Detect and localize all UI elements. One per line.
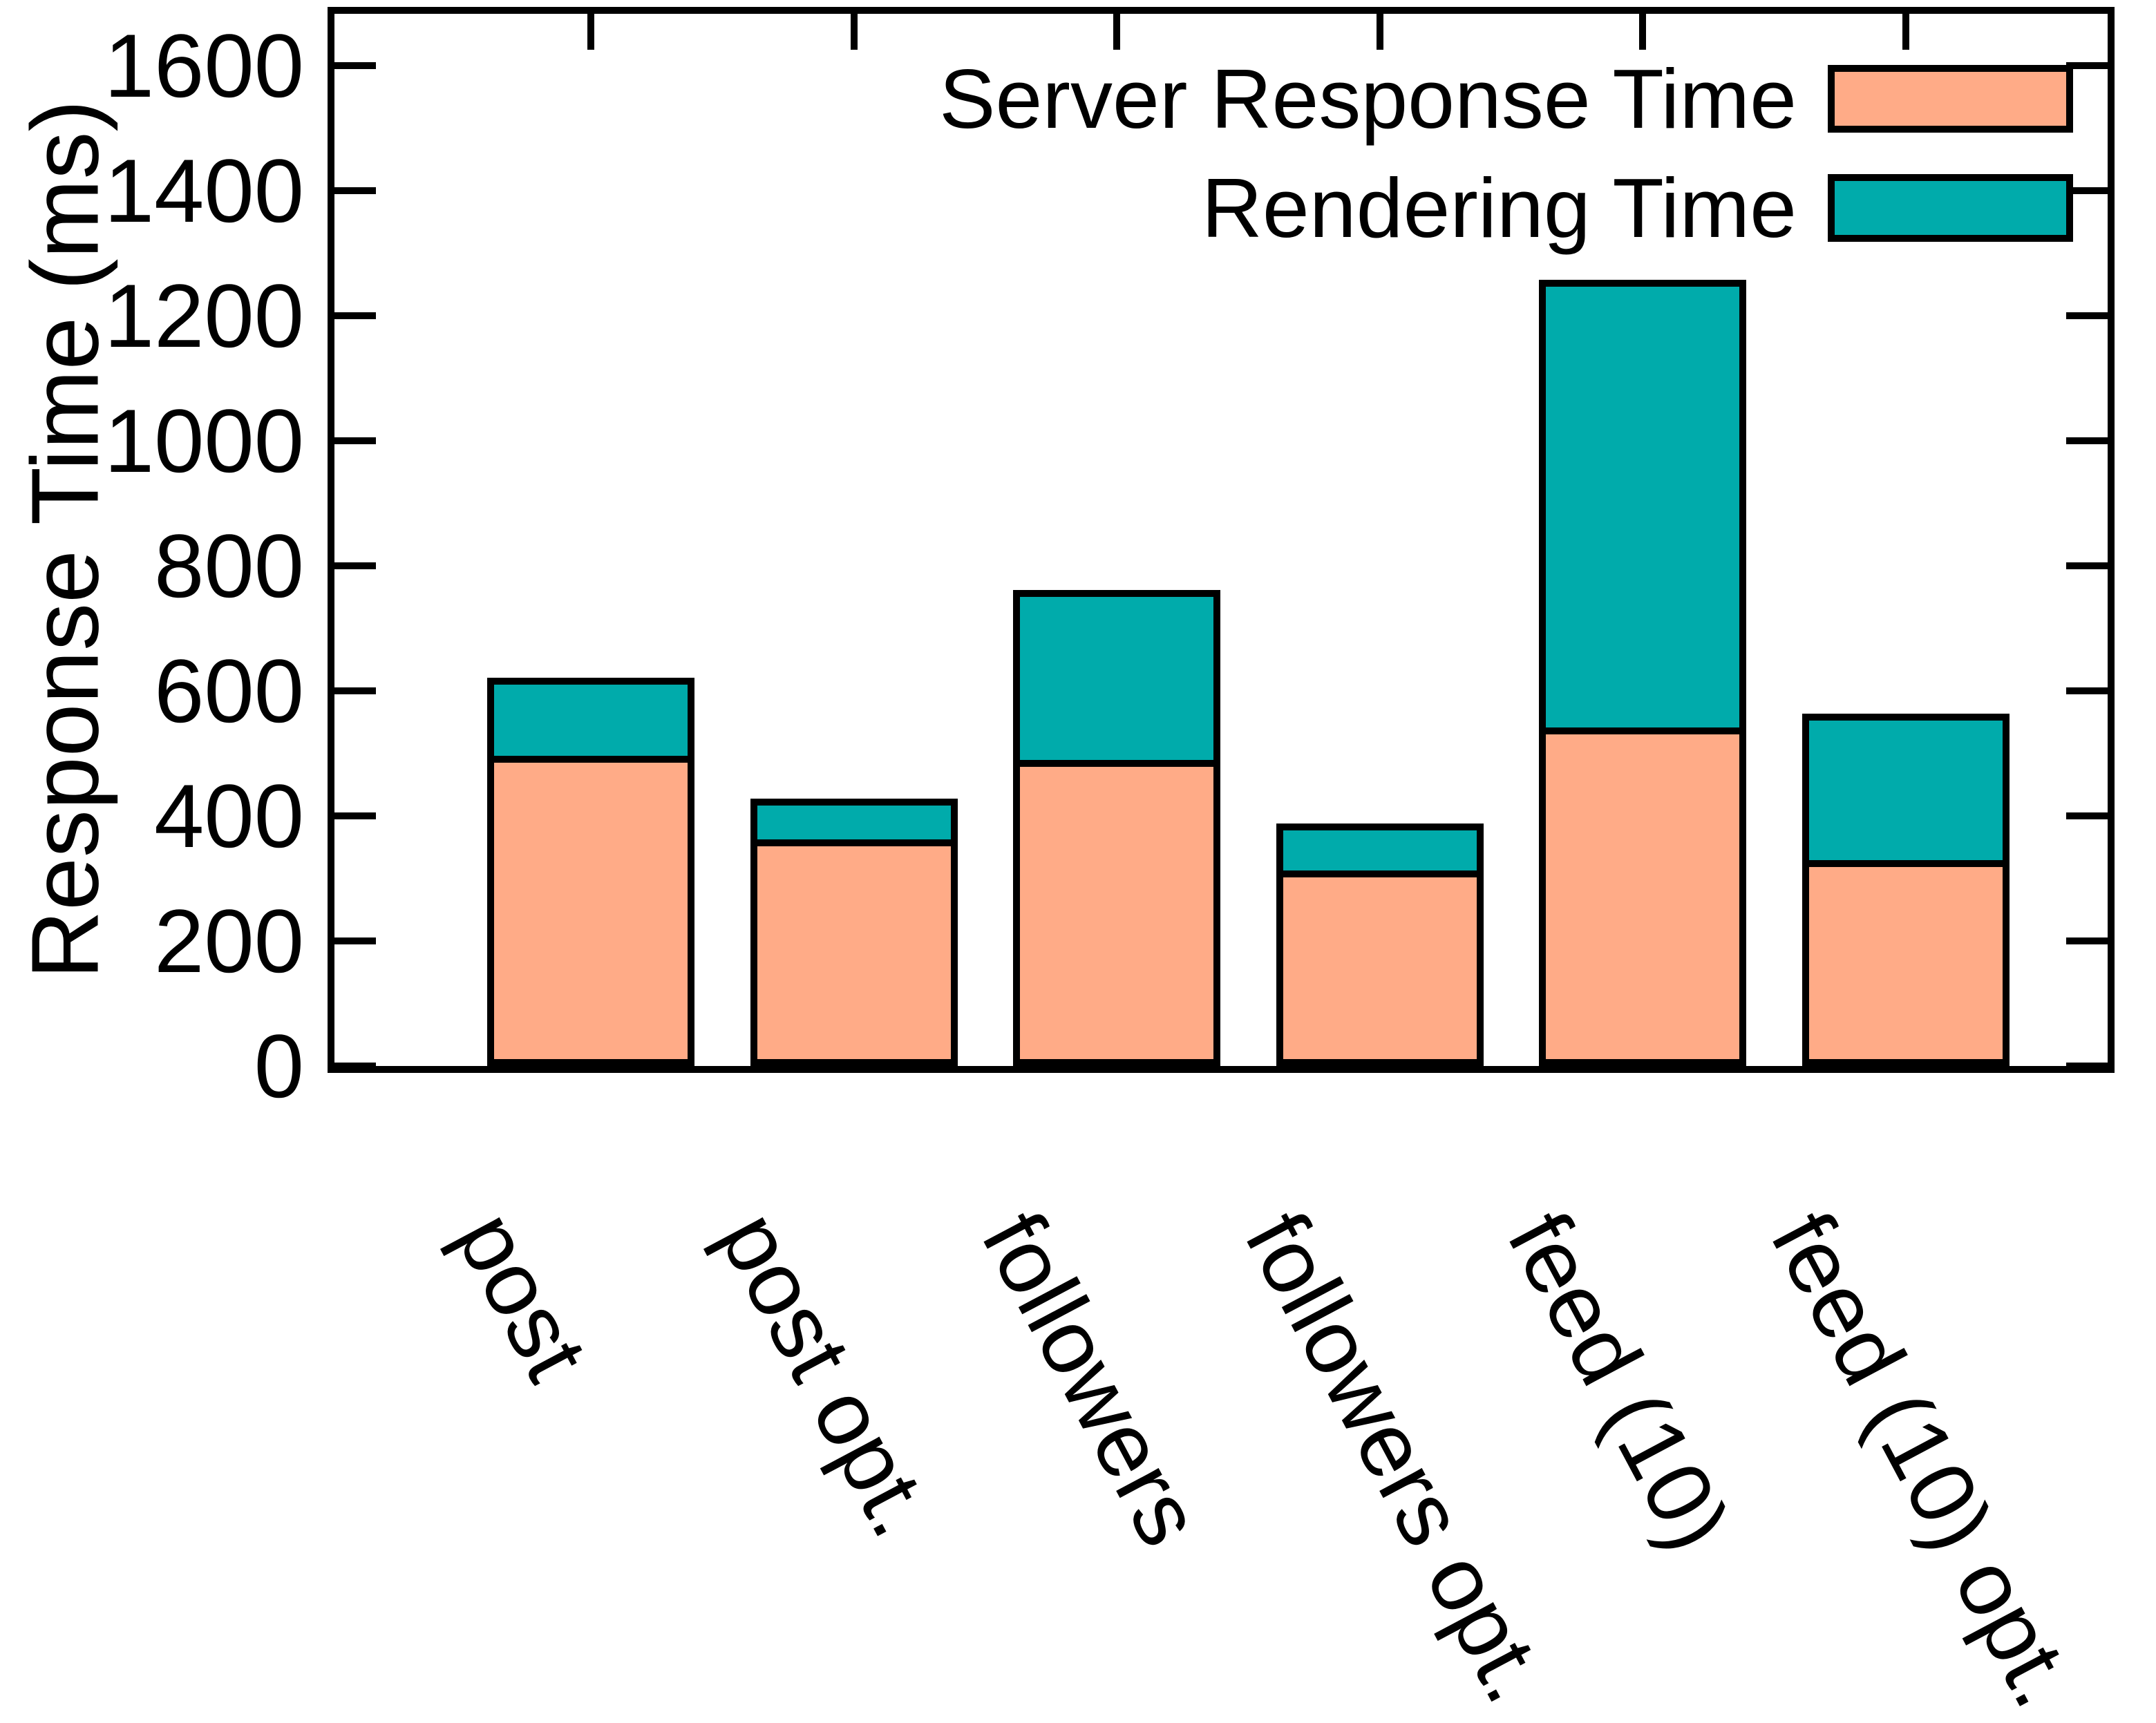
y-tick-label-1600: 1600 — [104, 15, 304, 116]
y-tick-0-left — [334, 1063, 376, 1069]
legend-swatch-rendering-time — [1828, 174, 2073, 242]
y-tick-label-600: 600 — [154, 640, 304, 741]
top-tick-4 — [1639, 14, 1646, 50]
top-tick-2 — [1113, 14, 1120, 50]
y-tick-1200-left — [334, 312, 376, 319]
y-tick-1000-left — [334, 437, 376, 444]
top-tick-1 — [850, 14, 858, 50]
y-tick-label-200: 200 — [154, 891, 304, 991]
segment-server-response-time — [1276, 870, 1484, 1066]
y-tick-200-left — [334, 937, 376, 944]
x-label-followers: followers — [963, 1196, 1222, 1562]
segment-rendering-time — [1539, 280, 1746, 734]
segment-rendering-time — [1276, 824, 1484, 877]
x-label-post: post — [437, 1196, 608, 1396]
top-tick-3 — [1376, 14, 1383, 50]
top-tick-5 — [1902, 14, 1909, 50]
segment-rendering-time — [1802, 714, 2010, 867]
segment-server-response-time — [1013, 760, 1220, 1066]
chart-page: { "chart_data": { "type": "bar", "stacke… — [12, 7, 2115, 1723]
y-tick-1400-left — [334, 187, 376, 194]
y-tick-1600-right — [2066, 62, 2108, 69]
y-tick-label-1000: 1000 — [104, 390, 304, 491]
segment-server-response-time — [487, 756, 694, 1066]
legend-label: Rendering Time — [1201, 161, 1797, 255]
y-tick-800-left — [334, 562, 376, 569]
segment-server-response-time — [1539, 727, 1746, 1066]
legend-label: Server Response Time — [939, 52, 1797, 146]
x-label-feed-10-: feed (10) — [1488, 1196, 1750, 1566]
bar-feed-10-opt- — [1802, 714, 2010, 1066]
y-tick-800-right — [2066, 562, 2108, 569]
bar-post-opt- — [750, 799, 958, 1066]
top-tick-0 — [587, 14, 594, 50]
segment-server-response-time — [750, 839, 958, 1066]
x-label-feed-10-opt-: feed (10) opt. — [1751, 1196, 2097, 1723]
y-tick-600-left — [334, 687, 376, 694]
bar-post — [487, 678, 694, 1066]
legend-swatch-server-response-time — [1828, 65, 2073, 133]
bar-feed-10- — [1539, 280, 1746, 1066]
segment-server-response-time — [1802, 860, 2010, 1066]
segment-rendering-time — [1013, 590, 1220, 767]
y-tick-label-400: 400 — [154, 765, 304, 866]
bar-followers-opt- — [1276, 824, 1484, 1066]
legend-row-rendering-time: Rendering Time — [1202, 166, 2073, 250]
y-tick-label-0: 0 — [254, 1016, 304, 1116]
y-tick-label-1400: 1400 — [104, 140, 304, 241]
y-tick-400-left — [334, 812, 376, 819]
y-tick-1600-left — [334, 62, 376, 69]
legend-row-server-response-time: Server Response Time — [939, 57, 2073, 141]
plot-area: Server Response Time Rendering Time — [328, 7, 2115, 1073]
y-tick-1400-right — [2066, 187, 2108, 194]
y-tick-1200-right — [2066, 312, 2108, 319]
segment-rendering-time — [487, 678, 694, 763]
y-tick-400-right — [2066, 812, 2108, 819]
y-tick-1000-right — [2066, 437, 2108, 444]
y-tick-200-right — [2066, 937, 2108, 944]
y-tick-label-800: 800 — [154, 515, 304, 616]
y-tick-label-1200: 1200 — [104, 265, 304, 366]
x-label-post-opt-: post opt. — [699, 1196, 954, 1553]
bar-followers — [1013, 590, 1220, 1066]
y-tick-600-right — [2066, 687, 2108, 694]
segment-rendering-time — [750, 799, 958, 846]
y-tick-0-right — [2066, 1063, 2108, 1069]
